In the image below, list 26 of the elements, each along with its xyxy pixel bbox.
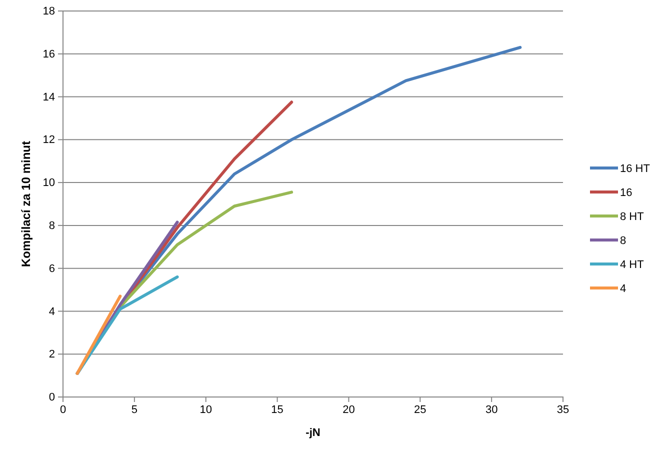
legend-label: 4 bbox=[620, 283, 626, 295]
legend-label: 16 bbox=[620, 187, 632, 199]
x-tick-label: 0 bbox=[60, 404, 66, 416]
x-tick-label: 20 bbox=[342, 404, 355, 416]
y-axis-title: Kompilací za 10 minut bbox=[19, 140, 33, 268]
x-tick-label: 25 bbox=[414, 404, 426, 416]
y-tick-label: 18 bbox=[42, 6, 55, 18]
x-tick-label: 10 bbox=[200, 404, 212, 416]
x-axis-title: -jN bbox=[306, 427, 320, 439]
y-tick-label: 16 bbox=[42, 48, 55, 60]
x-tick-label: 35 bbox=[556, 404, 570, 416]
y-tick-label: 12 bbox=[42, 134, 55, 146]
y-tick-label: 4 bbox=[48, 306, 55, 318]
y-tick-label: 6 bbox=[48, 262, 55, 275]
legend-label: 8 HT bbox=[620, 211, 644, 223]
y-tick-label: 2 bbox=[48, 348, 55, 361]
y-tick-label: 8 bbox=[48, 220, 55, 232]
x-tick-label: 15 bbox=[271, 404, 284, 416]
legend-label: 4 HT bbox=[620, 259, 644, 271]
x-tick-label: 30 bbox=[485, 404, 498, 416]
x-tick-label: 5 bbox=[131, 404, 138, 416]
legend-label: 16 HT bbox=[620, 163, 650, 175]
legend-label: 8 bbox=[620, 235, 626, 247]
y-tick-label: 0 bbox=[48, 392, 55, 404]
y-tick-label: 10 bbox=[42, 177, 55, 190]
y-tick-label: 14 bbox=[42, 91, 55, 104]
